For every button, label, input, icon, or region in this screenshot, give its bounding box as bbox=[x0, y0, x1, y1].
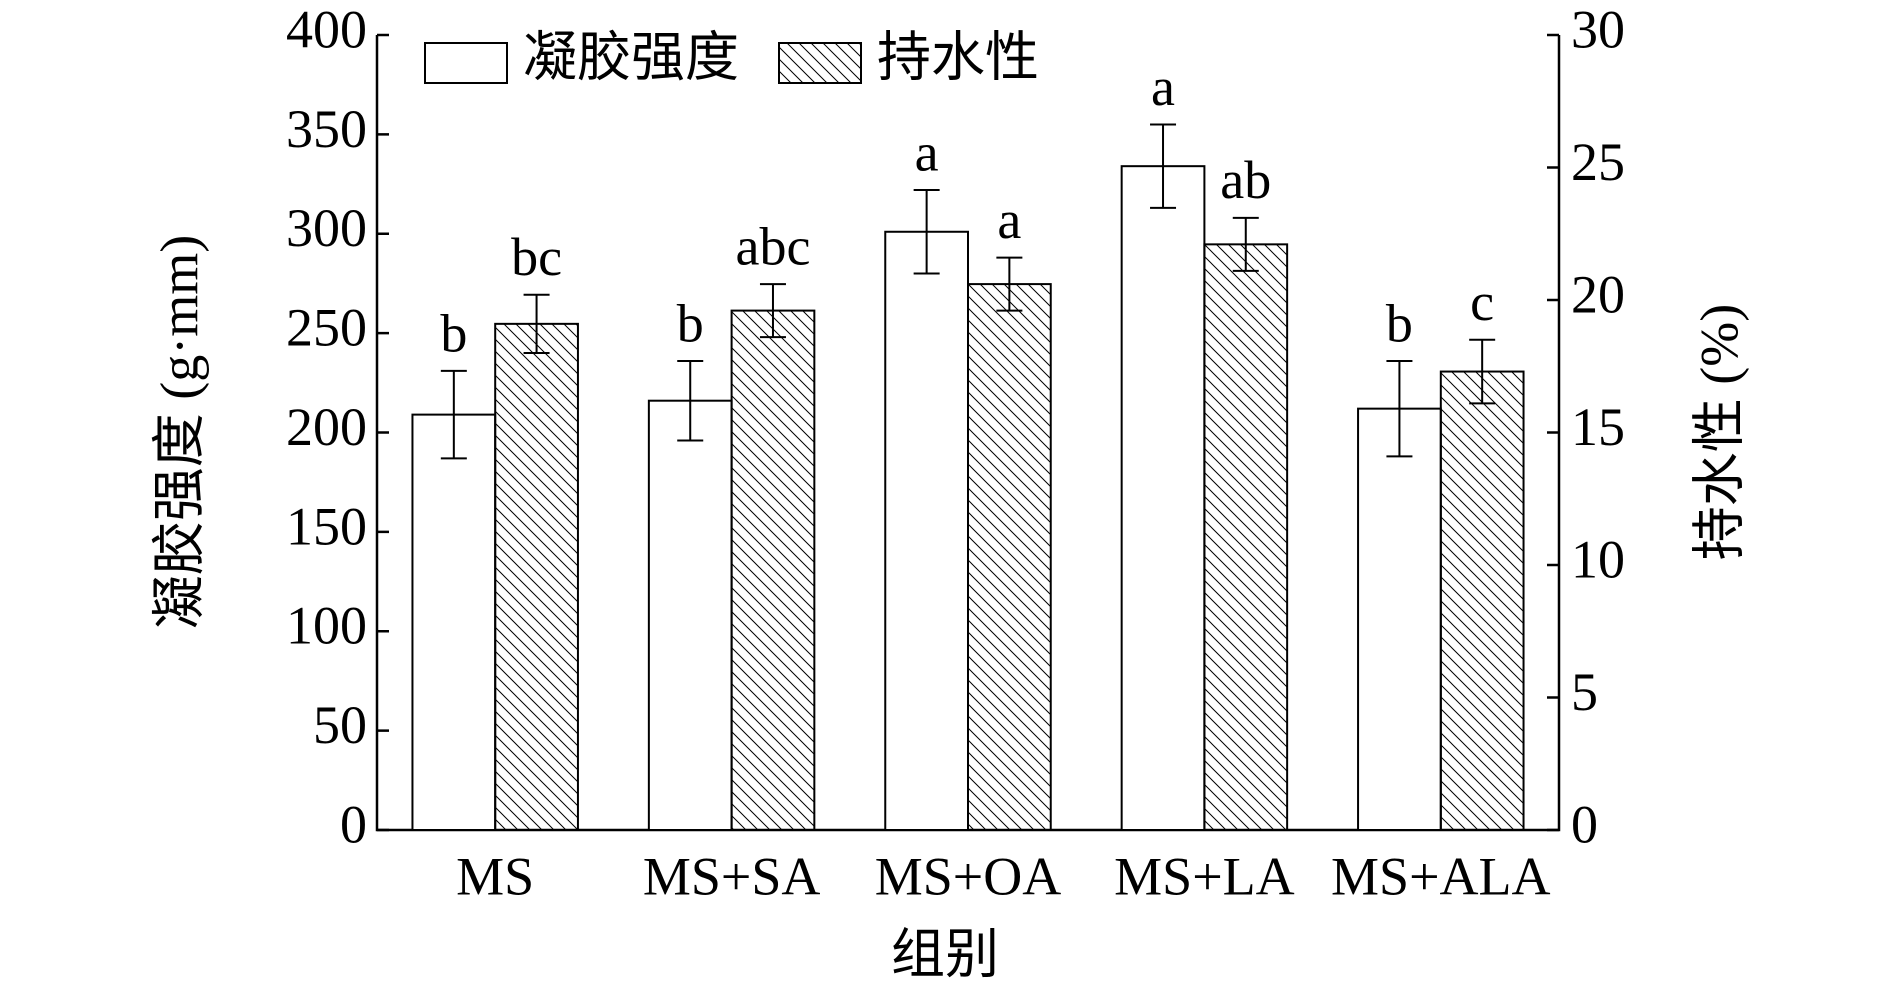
y-tick-label: 50 bbox=[313, 695, 367, 755]
bar bbox=[967, 283, 1052, 832]
error-bar bbox=[996, 256, 1023, 312]
significance-letter: bc bbox=[511, 227, 562, 287]
x-tick-label: MS+ALA bbox=[1331, 846, 1550, 906]
bar bbox=[411, 413, 497, 831]
significance-letter: abc bbox=[736, 216, 811, 276]
y-tick-label: 200 bbox=[286, 397, 367, 457]
bar bbox=[730, 309, 816, 832]
x-tick-label: MS+SA bbox=[643, 846, 821, 906]
y-tick-label: 250 bbox=[286, 298, 367, 358]
significance-letter: a bbox=[915, 122, 939, 182]
y2-axis-label: 持水性 (%) bbox=[1689, 304, 1749, 560]
significance-letter: a bbox=[997, 190, 1021, 250]
legend-label: 持水性 bbox=[877, 27, 1039, 87]
bar bbox=[494, 322, 579, 831]
y-tick-label: 100 bbox=[286, 596, 367, 656]
significance-letter: c bbox=[1470, 272, 1494, 332]
bar bbox=[1357, 407, 1442, 831]
x-tick-label: MS+OA bbox=[875, 846, 1062, 906]
bar bbox=[884, 230, 970, 831]
legend-swatch bbox=[424, 42, 508, 84]
bar bbox=[647, 399, 733, 831]
y-tick-label: 150 bbox=[286, 496, 367, 556]
significance-letter: b bbox=[1386, 293, 1413, 353]
bar bbox=[1439, 370, 1525, 831]
error-bar bbox=[440, 369, 467, 460]
error-bar bbox=[759, 283, 786, 339]
bar bbox=[1120, 165, 1206, 832]
y2-tick-label: 5 bbox=[1571, 662, 1598, 722]
error-bar bbox=[1469, 338, 1496, 405]
y-tick-label: 350 bbox=[286, 99, 367, 159]
x-tick-label: MS bbox=[456, 846, 534, 906]
x-tick-label: MS+LA bbox=[1114, 846, 1294, 906]
legend-label: 凝胶强度 bbox=[523, 27, 739, 87]
x-axis-label: 组别 bbox=[891, 924, 999, 984]
error-bar bbox=[1386, 359, 1413, 458]
significance-letter: b bbox=[677, 293, 704, 353]
y-tick-label: 300 bbox=[286, 198, 367, 258]
y-tick-label: 0 bbox=[340, 794, 367, 854]
y2-tick-label: 0 bbox=[1571, 794, 1598, 854]
error-bar bbox=[913, 189, 940, 275]
y-tick-label: 400 bbox=[286, 0, 367, 59]
y2-tick-label: 30 bbox=[1571, 0, 1625, 59]
y2-tick-label: 25 bbox=[1571, 132, 1625, 192]
legend-swatch bbox=[778, 42, 862, 84]
error-bar bbox=[1232, 216, 1259, 272]
y2-tick-label: 15 bbox=[1571, 397, 1625, 457]
y-axis-label: 凝胶强度 (g·mm) bbox=[149, 235, 209, 629]
significance-letter: a bbox=[1151, 57, 1175, 117]
significance-letter: b bbox=[440, 303, 467, 363]
bar bbox=[1203, 243, 1289, 832]
y2-tick-label: 10 bbox=[1571, 529, 1625, 589]
significance-letter: ab bbox=[1220, 150, 1271, 210]
error-bar bbox=[1150, 123, 1177, 209]
error-bar bbox=[677, 359, 704, 442]
y2-tick-label: 20 bbox=[1571, 264, 1625, 324]
error-bar bbox=[523, 293, 550, 354]
